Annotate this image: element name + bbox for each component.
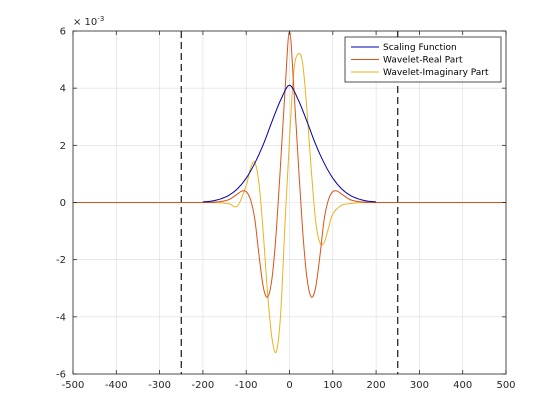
x-tick-label: 0	[286, 380, 292, 391]
x-tick-label: 400	[453, 380, 472, 391]
x-tick-label: 500	[496, 380, 515, 391]
x-tick-label: -200	[192, 380, 215, 391]
y-exponent-base: × 10	[73, 17, 97, 28]
legend-items: Scaling Function Wavelet-Real Part Wavelet…	[351, 43, 489, 78]
series-line-wavelet-imaginary-part	[73, 52, 506, 354]
x-tick-label: -100	[235, 380, 258, 391]
legend-label: Scaling Function	[383, 43, 457, 53]
y-tick-label: -2	[56, 255, 66, 266]
x-tick-labels: -500 -400 -300 -200 -100 0 100 200 300 400 500	[62, 380, 516, 391]
x-tick-label: -400	[105, 380, 128, 391]
y-tick-labels: -6 -4 -2 0 2 4 6	[56, 27, 66, 381]
legend-label: Wavelet-Imaginary Part	[383, 68, 489, 78]
y-tick-label: 6	[60, 27, 66, 38]
legend: Scaling Function Wavelet-Real Part Wavelet…	[344, 36, 502, 83]
legend-label: Wavelet-Real Part	[383, 56, 463, 66]
x-tick-label: 300	[410, 380, 429, 391]
y-tick-label: -4	[56, 312, 66, 323]
x-tick-label: 100	[323, 380, 342, 391]
y-tick-label: 0	[60, 198, 66, 209]
axis-ticks	[72, 30, 507, 375]
x-tick-label: -500	[62, 380, 85, 391]
series-line-scaling-function	[202, 84, 377, 203]
x-tick-label: -300	[148, 380, 171, 391]
y-tick-label: 4	[60, 84, 66, 95]
y-exponent-power: -3	[97, 15, 104, 23]
y-tick-label: 2	[60, 141, 66, 152]
x-tick-label: 200	[367, 380, 386, 391]
y-exponent-label: × 10-3	[73, 15, 104, 28]
y-tick-label: -6	[56, 370, 66, 381]
